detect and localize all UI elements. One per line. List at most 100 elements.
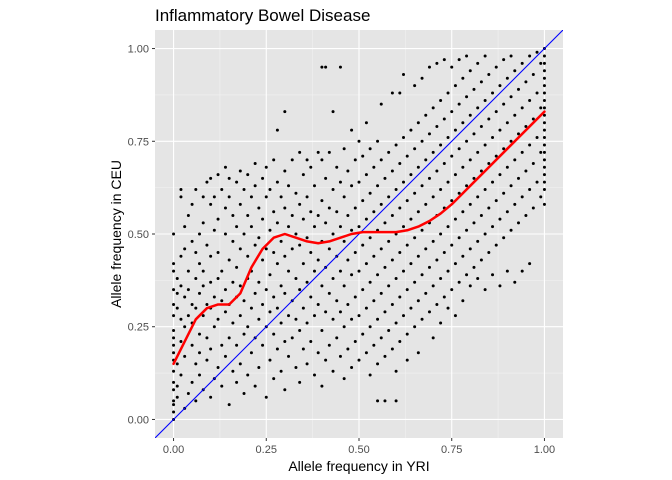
- data-point: [483, 54, 487, 58]
- data-point: [542, 187, 546, 191]
- data-point: [172, 262, 176, 266]
- data-point: [542, 98, 546, 102]
- data-point: [231, 213, 235, 217]
- data-point: [390, 91, 394, 95]
- data-point: [212, 228, 216, 232]
- data-point: [383, 310, 387, 314]
- data-point: [450, 65, 454, 69]
- data-point: [390, 169, 394, 173]
- data-point: [246, 213, 250, 217]
- data-point: [472, 132, 476, 136]
- data-point: [172, 388, 176, 392]
- data-point: [301, 262, 305, 266]
- data-point: [513, 158, 517, 162]
- data-point: [264, 288, 268, 292]
- data-point: [283, 340, 287, 344]
- data-point: [372, 299, 376, 303]
- data-point: [294, 366, 298, 370]
- data-point: [450, 288, 454, 292]
- data-point: [542, 69, 546, 73]
- data-point: [502, 236, 506, 240]
- data-point: [450, 154, 454, 158]
- data-point: [379, 102, 383, 106]
- data-point: [535, 50, 539, 54]
- data-point: [264, 195, 268, 199]
- data-point: [402, 269, 406, 273]
- data-point: [261, 302, 265, 306]
- data-point: [172, 232, 176, 236]
- data-point: [413, 147, 417, 151]
- data-point: [172, 410, 176, 414]
- data-point: [409, 217, 413, 221]
- data-point: [472, 176, 476, 180]
- data-point: [513, 202, 517, 206]
- data-point: [231, 280, 235, 284]
- data-point: [405, 358, 409, 362]
- data-point: [324, 221, 328, 225]
- data-point: [249, 225, 253, 229]
- data-point: [212, 295, 216, 299]
- data-point: [435, 258, 439, 262]
- data-point: [453, 314, 457, 318]
- data-point: [457, 280, 461, 284]
- data-point: [290, 158, 294, 162]
- data-point: [457, 236, 461, 240]
- y-axis: 0.00 0.25 0.50 0.75 1.00: [128, 44, 155, 426]
- data-point: [461, 121, 465, 125]
- data-point: [390, 258, 394, 262]
- x-tick-label: 0.25: [256, 444, 277, 456]
- data-point: [409, 306, 413, 310]
- data-point: [446, 180, 450, 184]
- data-point: [427, 176, 431, 180]
- data-point: [227, 176, 231, 180]
- data-point: [439, 277, 443, 281]
- data-point: [394, 277, 398, 281]
- data-point: [394, 321, 398, 325]
- data-point: [320, 199, 324, 203]
- data-point: [209, 280, 213, 284]
- data-point: [249, 195, 253, 199]
- data-point: [346, 302, 350, 306]
- data-point: [520, 150, 524, 154]
- data-point: [542, 121, 546, 125]
- data-point: [431, 239, 435, 243]
- data-point: [542, 128, 546, 132]
- data-point: [431, 150, 435, 154]
- data-point: [261, 343, 265, 347]
- data-point: [520, 269, 524, 273]
- data-point: [357, 314, 361, 318]
- data-point: [249, 351, 253, 355]
- data-point: [231, 321, 235, 325]
- data-point: [242, 187, 246, 191]
- data-point: [483, 143, 487, 147]
- data-point: [487, 206, 491, 210]
- data-point: [483, 232, 487, 236]
- data-point: [476, 195, 480, 199]
- data-point: [520, 61, 524, 65]
- data-point: [294, 317, 298, 321]
- data-point: [238, 247, 242, 251]
- data-point: [327, 247, 331, 251]
- data-point: [264, 165, 268, 169]
- data-point: [439, 98, 443, 102]
- data-point: [287, 225, 291, 229]
- data-point: [368, 236, 372, 240]
- data-point: [402, 314, 406, 318]
- data-point: [498, 128, 502, 132]
- data-point: [172, 351, 176, 355]
- data-point: [472, 265, 476, 269]
- data-point: [364, 173, 368, 177]
- data-point: [290, 336, 294, 340]
- data-point: [516, 176, 520, 180]
- data-point: [220, 384, 224, 388]
- data-point: [201, 284, 205, 288]
- data-point: [465, 228, 469, 232]
- data-point: [431, 284, 435, 288]
- data-point: [220, 299, 224, 303]
- data-point: [279, 195, 283, 199]
- data-point: [283, 291, 287, 295]
- data-point: [542, 54, 546, 58]
- data-point: [542, 113, 546, 117]
- data-point: [272, 295, 276, 299]
- data-point: [468, 113, 472, 117]
